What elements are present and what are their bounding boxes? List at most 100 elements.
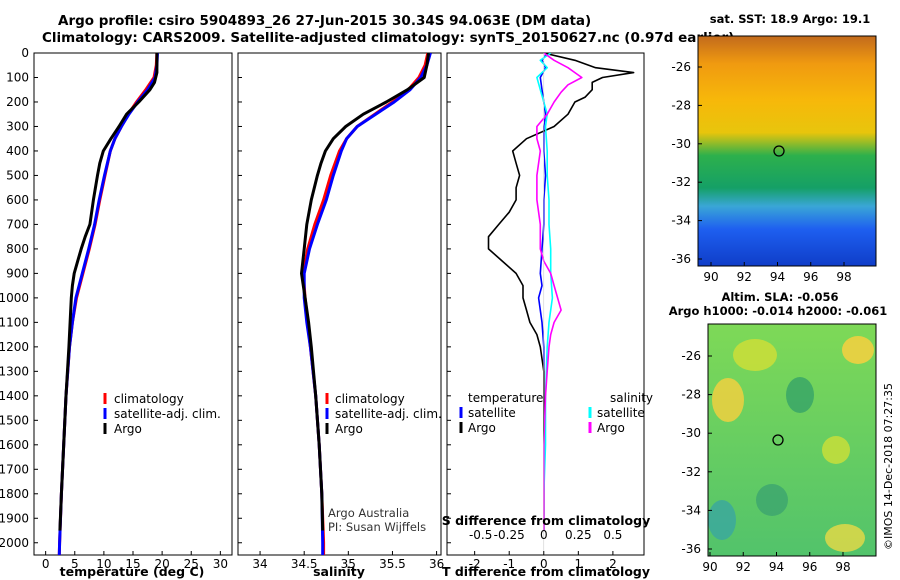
x-tick-label: 35.5 (379, 557, 406, 571)
depth-tick-label: 600 (6, 193, 29, 207)
series-line-temperature-argo (487, 53, 635, 531)
x-tick-label: 34 (252, 557, 267, 571)
salinity-axis-label: salinity (313, 564, 365, 579)
temperature-plot-frame (33, 52, 233, 556)
depth-tick-label: 1700 (0, 462, 29, 476)
diff-legend-sal-head: salinity (610, 391, 653, 405)
diff-legend-sal-argo-label: Argo (597, 421, 625, 435)
x-tick-label: 20 (154, 557, 169, 571)
sst-map-image (698, 36, 876, 266)
x-axis-ticks: 0 5 10 15 20 25 30 34 34.5 35 35.5 36 -2 -1 0 1 2 -0.5 -0.… (42, 528, 623, 571)
x-tick-label: 35 (341, 557, 356, 571)
imos-timestamp: ©IMOS 14-Dec-2018 07:27:35 (882, 383, 895, 550)
map-lon-tick-label: 96 (803, 270, 818, 284)
sst-argo-location-marker (773, 145, 785, 157)
map-lon-tick-label: 98 (835, 560, 850, 574)
depth-tick-label: 1900 (0, 511, 29, 525)
depth-tick-label: 900 (6, 266, 29, 280)
depth-tick-label: 200 (6, 95, 29, 109)
salinity-plot-frame (237, 52, 442, 556)
sla-map-title2: Argo h1000: -0.014 h2000: -0.061 (669, 304, 888, 318)
s-diff-tick-label: -0.5 (469, 528, 492, 542)
x-tick-label: 5 (71, 557, 79, 571)
x-tick-label: 10 (96, 557, 111, 571)
x-tick-label: 0 (42, 557, 50, 571)
map-lat-tick-label: -30 (681, 426, 701, 440)
sst-map-title: sat. SST: 18.9 Argo: 19.1 (710, 12, 870, 26)
depth-tick-label: 700 (6, 217, 29, 231)
map-lon-tick-label: 98 (836, 270, 851, 284)
salinity-lines (300, 53, 432, 555)
x-tick-label: 34.5 (291, 557, 318, 571)
x-tick-label: -1 (503, 557, 515, 571)
map-lat-tick-label: -26 (681, 349, 701, 363)
sla-argo-location-marker (772, 434, 784, 446)
x-tick-label: 0 (540, 557, 548, 571)
sal-legend-clim-label: climatology (335, 392, 405, 406)
map-lon-tick-label: 90 (703, 270, 718, 284)
s-diff-tick-label: -0.25 (494, 528, 525, 542)
map-lat-tick-label: -32 (671, 175, 691, 189)
map-lat-tick-label: -36 (681, 542, 701, 556)
legend-argo-label: Argo (114, 422, 142, 436)
map-lon-tick-label: 92 (736, 560, 751, 574)
x-tick-label: -2 (469, 557, 481, 571)
series-line-salinity-argo (536, 53, 583, 531)
sla-map: Altim. SLA: -0.056 Argo h1000: -0.014 h2… (669, 290, 888, 574)
s-diff-tick-label: 0.25 (565, 528, 592, 542)
legend-clim-label: climatology (114, 392, 184, 406)
depth-tick-label: 1500 (0, 413, 29, 427)
t-difference-axis-label: T difference from climatology (442, 564, 650, 579)
depth-tick-label: 400 (6, 144, 29, 158)
diff-legend-temp-argo-label: Argo (468, 421, 496, 435)
salinity-legend: climatology satellite-adj. clim. Argo Ar… (325, 392, 442, 534)
temperature-legend: climatology satellite-adj. clim. Argo (103, 392, 221, 436)
s-diff-tick-label: 0.5 (603, 528, 622, 542)
map-lon-tick-label: 90 (702, 560, 717, 574)
series-line-argo (300, 53, 431, 531)
x-tick-label: 36 (429, 557, 444, 571)
x-tick-label: 25 (184, 557, 199, 571)
map-lon-tick-label: 94 (769, 560, 784, 574)
depth-tick-label: 1300 (0, 364, 29, 378)
depth-tick-label: 1200 (0, 340, 29, 354)
map-lat-tick-label: -30 (671, 137, 691, 151)
diff-legend-sal-sat-label: satellite (597, 406, 645, 420)
temperature-axis-label: temperature (deg C) (60, 564, 205, 579)
map-lon-tick-label: 92 (737, 270, 752, 284)
map-lat-tick-label: -36 (671, 252, 691, 266)
map-lat-tick-label: -34 (681, 503, 701, 517)
sal-legend-sat-label: satellite-adj. clim. (335, 407, 442, 421)
difference-legend: temperature salinity satellite Argo sate… (459, 391, 653, 435)
x-tick-label: 2 (609, 557, 617, 571)
figure-title-line2: Climatology: CARS2009. Satellite-adjuste… (42, 30, 734, 46)
sla-map-title1: Altim. SLA: -0.056 (721, 290, 838, 304)
series-line-argo (58, 53, 159, 531)
sal-legend-argo-label: Argo (335, 422, 363, 436)
figure-title-line1: Argo profile: csiro 5904893_26 27-Jun-20… (58, 13, 591, 29)
depth-tick-label: 1400 (0, 389, 29, 403)
depth-tick-label: 0 (21, 46, 29, 60)
depth-tick-label: 1100 (0, 315, 29, 329)
depth-axis: 0 100 200 300 400 500 600 700 800 900 1000 1100 1200… (0, 46, 451, 550)
map-lat-tick-label: -32 (681, 465, 701, 479)
diff-legend-temp-sat-label: satellite (468, 406, 516, 420)
credit-line1: Argo Australia (328, 506, 409, 520)
map-lat-tick-label: -34 (671, 214, 691, 228)
s-difference-axis-label: S difference from climatology (442, 513, 651, 528)
map-lon-tick-label: 96 (802, 560, 817, 574)
depth-tick-label: 2000 (0, 536, 29, 550)
temperature-lines (57, 53, 159, 555)
depth-tick-label: 800 (6, 242, 29, 256)
legend-sat-label: satellite-adj. clim. (114, 407, 221, 421)
x-tick-label: 1 (575, 557, 583, 571)
depth-tick-label: 1800 (0, 487, 29, 501)
difference-lines (487, 53, 635, 555)
sst-map: sat. SST: 18.9 Argo: 19.1 90 92 94 96 98 -26 -… (671, 12, 877, 284)
depth-tick-label: 100 (6, 70, 29, 84)
s-diff-tick-label: 0 (540, 528, 548, 542)
diff-legend-temp-head: temperature (468, 391, 543, 405)
x-tick-label: 30 (213, 557, 228, 571)
credit-line2: PI: Susan Wijffels (328, 520, 426, 534)
